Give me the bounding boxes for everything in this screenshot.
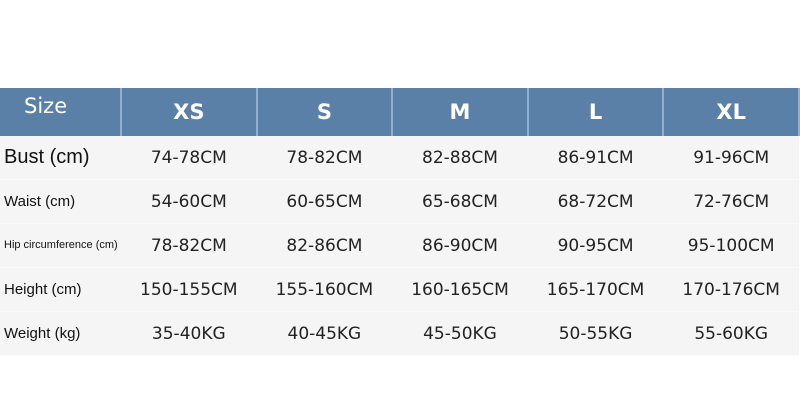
measurement-cell: 82-88CM [392, 136, 528, 180]
size-xl: XL [662, 88, 800, 136]
measurement-cell: 155-160CM [256, 267, 393, 312]
measurement-cell: 54-60CM [121, 179, 257, 224]
measurement-cell: 150-155CM [121, 267, 257, 312]
row-label: Weight (kg) [0, 311, 121, 356]
measurement-cell: 40-45KG [256, 311, 393, 356]
measurement-cell: 74-78CM [121, 136, 257, 180]
size-s: S [255, 88, 394, 136]
measurement-cell: 35-40KG [121, 311, 257, 356]
size-l: L [526, 88, 665, 136]
measurement-cell: 65-68CM [392, 179, 528, 224]
measurement-cell: 95-100CM [663, 223, 799, 268]
table-row: Height (cm) 150-155CM 155-160CM 160-165CM 16… [0, 267, 799, 312]
measurement-cell: 45-50KG [392, 311, 528, 356]
measurement-cell: 160-165CM [392, 267, 528, 312]
size-header: Size [0, 88, 122, 136]
measurement-cell: 165-170CM [527, 267, 664, 312]
measurement-cell: 78-82CM [121, 223, 257, 268]
size-chart-table: Size XS S M L XL Bust (cm) 74-78CM 78-82CM… [0, 88, 800, 356]
measurement-cell: 78-82CM [256, 136, 393, 180]
size-m: M [391, 88, 529, 136]
row-label: Height (cm) [0, 267, 121, 312]
measurement-cell: 82-86CM [256, 223, 393, 268]
measurement-cell: 86-91CM [527, 136, 664, 180]
measurement-cell: 55-60KG [663, 311, 799, 356]
table-row: Weight (kg) 35-40KG 40-45KG 45-50KG 50-55KG 5… [0, 311, 799, 356]
table-row: Hip circumference (cm) 78-82CM 82-86CM 86-9… [0, 223, 799, 268]
row-label: Hip circumference (cm) [0, 223, 121, 268]
measurement-cell: 170-176CM [663, 267, 799, 312]
row-label: Bust (cm) [0, 136, 121, 180]
row-label: Waist (cm) [0, 179, 121, 224]
header-row: Size XS S M L XL [0, 88, 800, 136]
measurement-cell: 68-72CM [527, 179, 664, 224]
measurement-cell: 50-55KG [527, 311, 664, 356]
measurement-cell: 86-90CM [392, 223, 528, 268]
measurement-cell: 90-95CM [527, 223, 664, 268]
table-row: Waist (cm) 54-60CM 60-65CM 65-68CM 68-72CM 72… [0, 179, 799, 224]
measurement-cell: 72-76CM [663, 179, 799, 224]
size-xs: XS [120, 88, 258, 136]
measurement-cell: 91-96CM [663, 136, 799, 180]
table-row: Bust (cm) 74-78CM 78-82CM 82-88CM 86-91CM 91-… [0, 136, 799, 180]
measurement-cell: 60-65CM [256, 179, 393, 224]
